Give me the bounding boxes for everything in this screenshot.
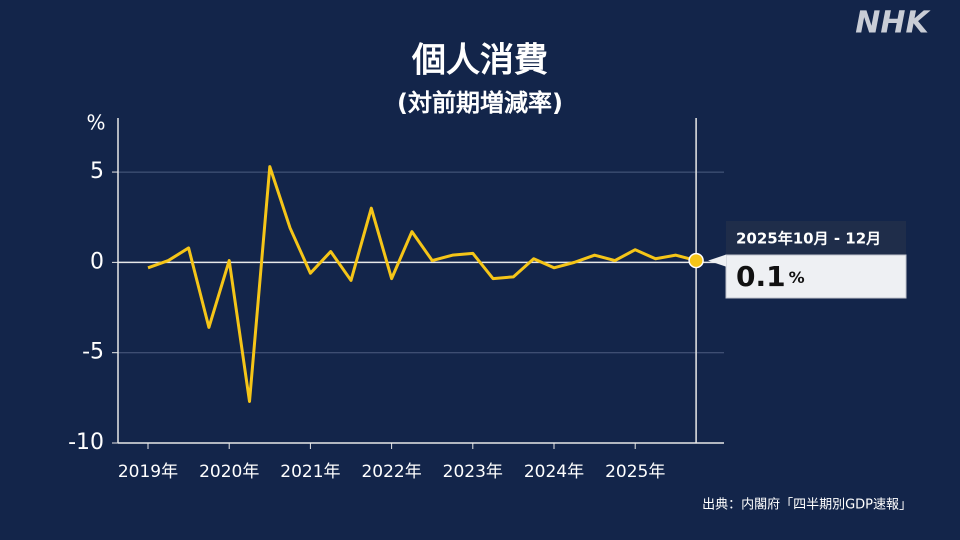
x-tick-label: 2021年 (280, 462, 340, 482)
x-tick-label: 2024年 (524, 462, 584, 482)
callout-unit: % (789, 268, 805, 287)
x-tick-label: 2020年 (199, 462, 259, 482)
y-tick-label: -5 (82, 340, 104, 365)
y-axis-label: % (86, 111, 105, 135)
callout-number: 0.1 (736, 260, 786, 293)
logo: NHK (855, 6, 931, 41)
x-tick-label: 2023年 (443, 462, 503, 482)
callout-period: 2025年10月 - 12月 (736, 230, 881, 248)
callout-pointer (708, 254, 726, 267)
chart-title: 個人消費 (411, 41, 548, 81)
source: 出典：内閣府「四半期別GDP速報」 (702, 497, 912, 513)
x-tick-label: 2019年 (118, 462, 178, 482)
callout-value: 0.1% (736, 260, 805, 293)
data-line (147, 165, 697, 403)
y-tick-label: 0 (90, 249, 104, 274)
x-tick-label: 2022年 (361, 462, 421, 482)
y-tick-label: -10 (68, 430, 104, 455)
last-point (688, 252, 704, 269)
x-tick-label: 2025年 (605, 462, 665, 482)
y-tick-label: 5 (90, 159, 104, 184)
callout-body (725, 254, 907, 299)
chart-subtitle: (対前期増減率) (397, 89, 563, 117)
callout-header (726, 221, 906, 255)
